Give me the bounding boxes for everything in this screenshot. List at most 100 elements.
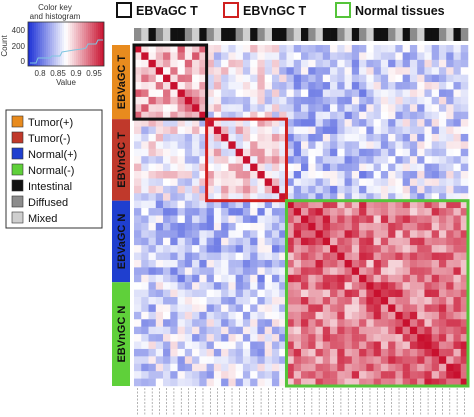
heatmap-cell (453, 334, 461, 342)
heatmap-cell (192, 348, 200, 357)
heatmap-cell (388, 208, 396, 216)
heatmap-cell (286, 363, 294, 372)
heatmap-cell (250, 252, 258, 261)
heatmap-cell (453, 89, 461, 98)
heatmap-cell (286, 267, 294, 276)
heatmap-cell (409, 82, 418, 90)
heatmap-cell (155, 378, 164, 387)
heatmap-cell (380, 119, 389, 127)
heatmap-cell (228, 111, 236, 120)
heatmap-cell (337, 363, 345, 372)
heatmap-cell (264, 193, 273, 201)
heatmap-cell (235, 96, 244, 105)
heatmap-cell (453, 348, 461, 357)
heatmap-cell (163, 200, 171, 209)
heatmap-cell (402, 82, 411, 90)
heatmap-cell (192, 326, 200, 335)
heatmap-cell (279, 148, 287, 157)
heatmap-cell (242, 363, 251, 372)
heatmap-cell (308, 274, 316, 283)
heatmap-cell (286, 111, 294, 120)
heatmap-cell (315, 96, 324, 105)
heatmap-cell (460, 82, 469, 90)
heatmap-cell (170, 45, 178, 53)
heatmap-cell (213, 89, 222, 98)
heatmap-cell (184, 334, 193, 342)
heatmap-cell (373, 208, 382, 216)
heatmap-cell (228, 82, 236, 90)
group-bar-fill (112, 282, 130, 386)
heatmap-cell (155, 356, 164, 365)
heatmap-cell (417, 326, 425, 335)
heatmap-cell (351, 230, 360, 238)
heatmap-cell (192, 148, 200, 157)
heatmap-cell (271, 334, 280, 342)
heatmap-cell (337, 59, 345, 68)
heatmap-cell (330, 259, 338, 268)
heatmap-cell (293, 371, 302, 379)
heatmap-cell (460, 178, 469, 187)
heatmap-cell (337, 96, 345, 105)
heatmap-cell (409, 111, 418, 120)
heatmap-cell (460, 222, 469, 231)
heatmap-cell (438, 133, 447, 142)
heatmap-cell (184, 222, 193, 231)
heatmap-cell (213, 222, 222, 231)
heatmap-cell (330, 133, 338, 142)
heatmap-cell (446, 282, 454, 290)
heatmap-cell (315, 334, 324, 342)
heatmap-cell (359, 319, 367, 327)
heatmap-cell (446, 304, 454, 313)
legend-swatch (11, 115, 24, 128)
heatmap-cell (337, 237, 345, 246)
heatmap-cell (134, 267, 142, 276)
heatmap-cell (351, 45, 360, 53)
heatmap-cell (235, 297, 244, 305)
heatmap-cell (431, 141, 440, 150)
heatmap-cell (322, 163, 331, 172)
heatmap-cell (206, 171, 215, 179)
heatmap-cell (228, 52, 236, 61)
heatmap-cell (373, 245, 382, 253)
heatmap-cell (322, 245, 331, 253)
heatmap-cell (271, 171, 280, 179)
heatmap-cell (206, 104, 215, 112)
heatmap-cell (431, 208, 440, 216)
heatmap-cell (453, 96, 461, 105)
heatmap-cell (250, 141, 258, 150)
heatmap-cell (192, 171, 200, 179)
heatmap-cell (337, 141, 345, 150)
heatmap-cell (206, 156, 215, 164)
heatmap-cell (271, 297, 280, 305)
heatmap-cell (351, 200, 360, 209)
heatmap-cell (148, 319, 157, 327)
heatmap-cell (409, 230, 418, 238)
heatmap-cell (199, 222, 207, 231)
heatmap-cell (431, 156, 440, 164)
color-key-swatch (98, 22, 101, 66)
color-key-swatch (44, 22, 47, 66)
heatmap-cell (141, 348, 149, 357)
legend-label: Normal(+) (28, 149, 77, 161)
legend-swatch (11, 163, 24, 176)
heatmap-cell (308, 348, 316, 357)
heatmap-cell (242, 104, 251, 112)
heatmap-cell (322, 348, 331, 357)
heatmap-cell (359, 356, 367, 365)
heatmap-cell (293, 193, 302, 201)
heatmap-cell (184, 178, 193, 187)
heatmap-cell (301, 96, 309, 105)
heatmap-cell (315, 371, 324, 379)
heatmap-cell (279, 341, 287, 350)
heatmap-cell (308, 289, 316, 298)
heatmap-cell (257, 141, 265, 150)
heatmap-cell (286, 178, 294, 187)
annotation-cell (344, 28, 353, 41)
heatmap-cell (460, 363, 469, 372)
heatmap-cell (257, 148, 265, 157)
heatmap-cell (395, 363, 403, 372)
heatmap-cell (409, 52, 418, 61)
heatmap-cell (228, 156, 236, 164)
heatmap-cell (402, 289, 411, 298)
heatmap-cell (271, 371, 280, 379)
